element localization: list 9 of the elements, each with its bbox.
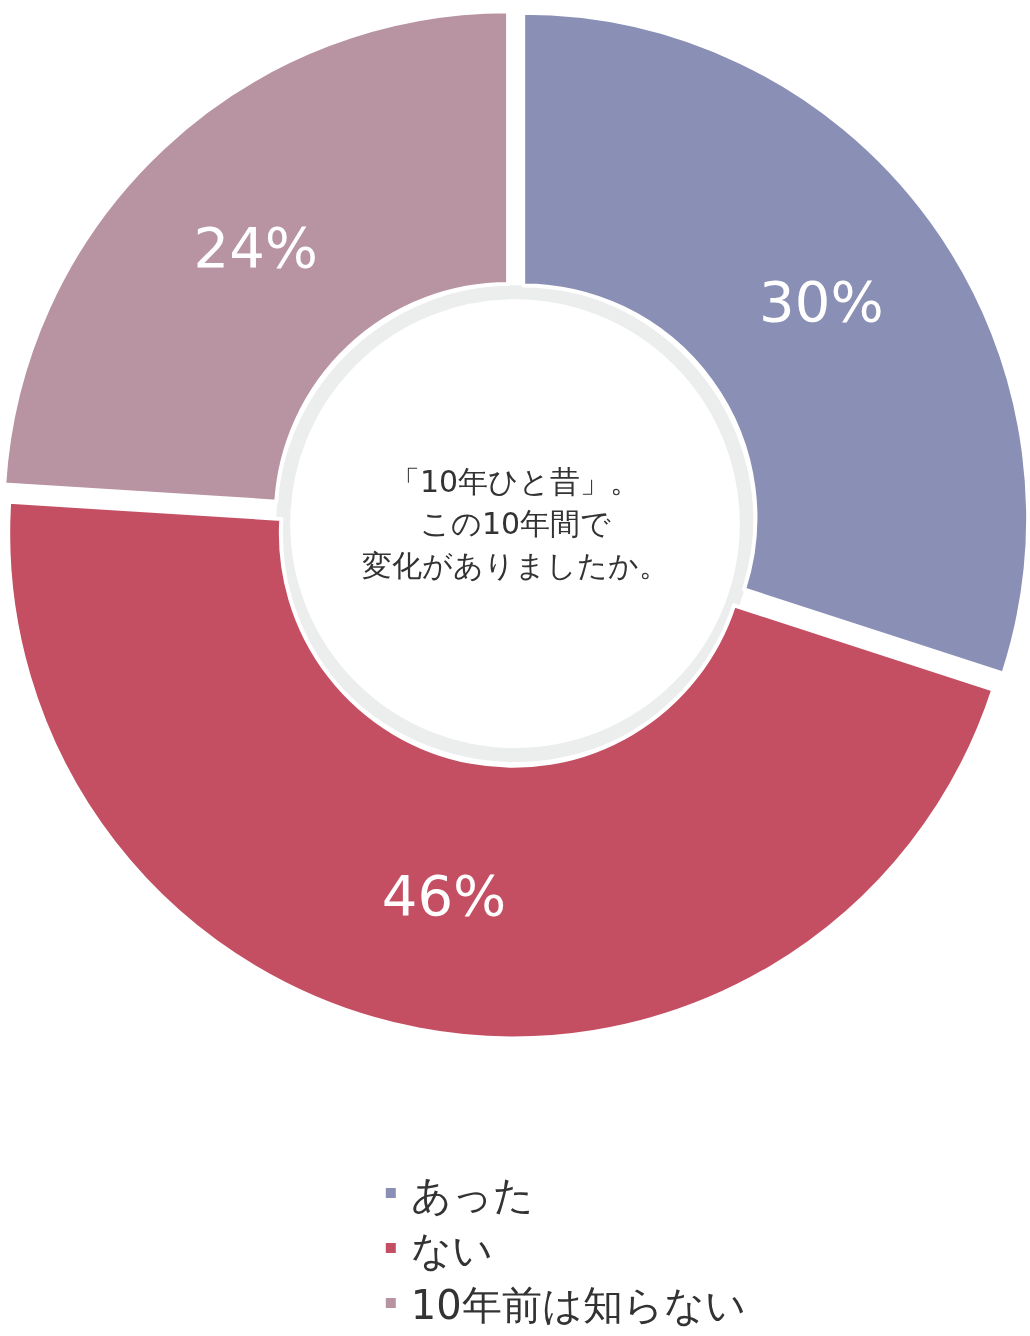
text: 「10年ひと昔」。 [390,464,641,499]
text: この10年間で [420,506,612,541]
data-label: 30% [759,268,884,334]
text: 変化がありましたか。 [362,548,669,583]
data-label: 24% [193,215,319,281]
legend-label: あった [410,1171,534,1218]
legend-label: 10年前は知らない [410,1281,746,1328]
legend-label: ない [410,1226,493,1273]
data-label: 46% [381,863,507,929]
